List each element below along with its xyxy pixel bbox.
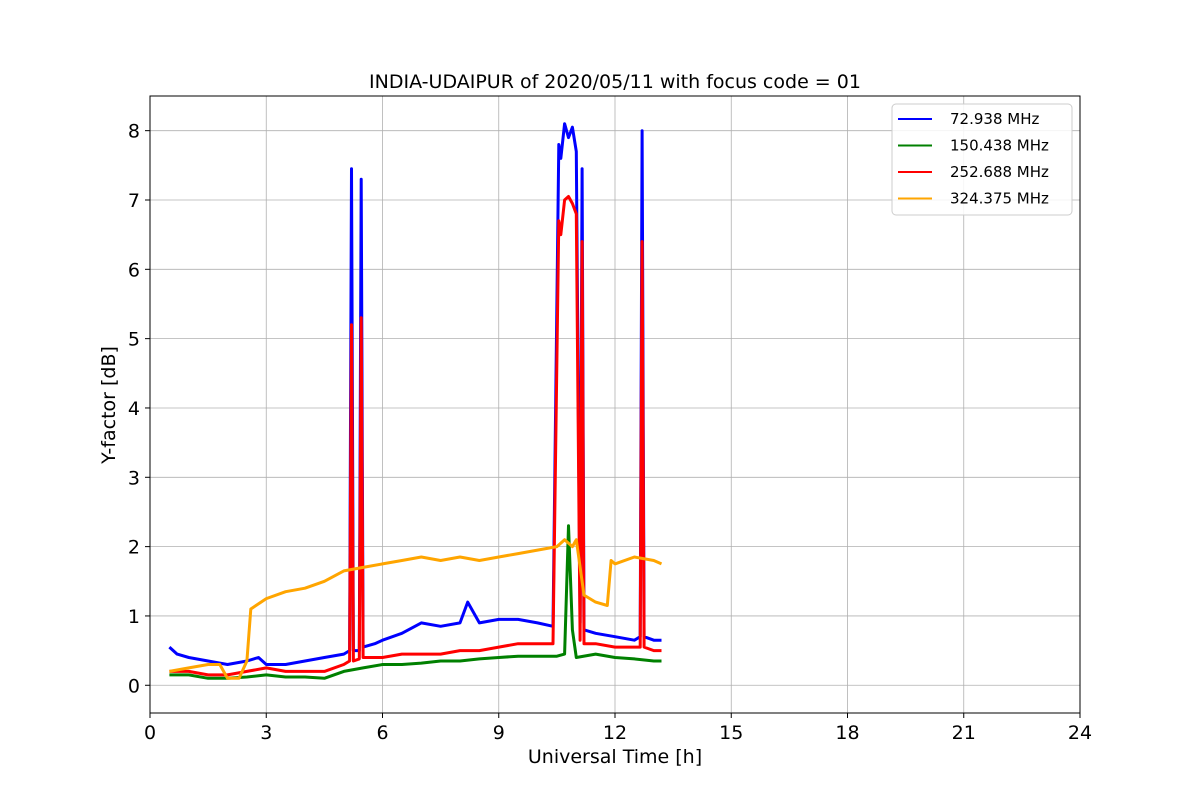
series-72-mhz-line: [168, 122, 662, 666]
legend-box: [891, 103, 1073, 216]
x-tick-label: 12: [603, 722, 627, 744]
chart-title: INDIA-UDAIPUR of 2020/05/11 with focus c…: [369, 71, 861, 93]
series-150-mhz-line: [169, 524, 662, 680]
x-tick-label: 0: [144, 722, 156, 744]
x-tick-label: 18: [835, 722, 859, 744]
x-tick-label: 3: [260, 722, 272, 744]
y-tick-label: 4: [128, 398, 140, 420]
y-tick-label: 5: [128, 329, 140, 351]
y-tick-label: 6: [128, 259, 140, 281]
legend-label: 150.438 MHz: [950, 137, 1049, 155]
y-tick-label: 7: [128, 190, 140, 212]
y-tick-label: 0: [128, 675, 140, 697]
y-tick-label: 3: [128, 467, 140, 489]
plot-area: [168, 122, 663, 680]
y-tick-label: 8: [128, 121, 140, 143]
x-tick-label: 15: [719, 722, 743, 744]
series-252-mhz-line: [169, 195, 662, 677]
x-tick-label: 9: [493, 722, 505, 744]
x-axis-ticks: 0 3 6 9 12 15 18 21 24: [144, 713, 1092, 744]
legend-label: 252.688 MHz: [950, 163, 1049, 181]
x-tick-label: 6: [376, 722, 388, 744]
x-axis-label: Universal Time [h]: [528, 746, 702, 768]
series-324-mhz-line: [169, 538, 663, 680]
y-axis-ticks: 0 1 2 3 4 5 6 7 8: [128, 121, 150, 697]
legend-label: 324.375 MHz: [950, 190, 1049, 208]
y-tick-label: 1: [128, 606, 140, 628]
y-axis-label: Y-factor [dB]: [98, 346, 120, 465]
legend: 72.938 MHz 150.438 MHz 252.688 MHz 324.375 …: [891, 103, 1073, 216]
x-tick-label: 21: [952, 722, 976, 744]
x-tick-label: 24: [1068, 722, 1092, 744]
legend-label: 72.938 MHz: [950, 110, 1039, 128]
grid: [149, 96, 1081, 713]
y-tick-label: 2: [128, 537, 140, 559]
